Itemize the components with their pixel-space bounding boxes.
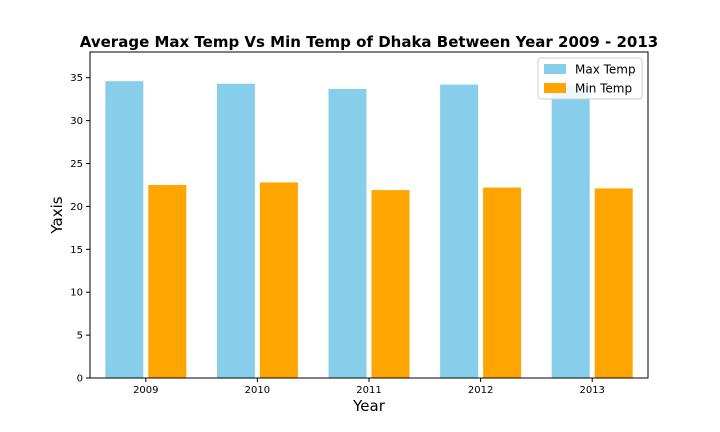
bar-max-temp	[440, 84, 479, 378]
bar-max-temp	[216, 83, 255, 379]
bar-min-temp	[371, 190, 410, 378]
bar-max-temp	[105, 81, 144, 378]
bar-max-temp	[328, 88, 367, 379]
y-tick-label: 20	[70, 202, 83, 213]
legend-label: Max Temp	[575, 63, 636, 77]
bar-min-temp	[594, 188, 633, 378]
bar-min-temp	[148, 184, 187, 378]
y-tick-label: 15	[70, 245, 83, 256]
y-tick-label: 30	[70, 116, 83, 127]
y-axis: 0 5 10 15 20 25 30 35	[70, 73, 90, 385]
y-tick-label: 25	[70, 159, 83, 170]
y-axis-title: Yaxis	[48, 196, 66, 234]
legend: Max Temp Min Temp	[537, 57, 643, 100]
bar-min-temp	[259, 182, 298, 378]
legend-swatch	[544, 83, 566, 93]
x-tick-label: 2009	[133, 385, 158, 396]
chart-title: Average Max Temp Vs Min Temp of Dhaka Be…	[80, 33, 658, 51]
y-tick-label: 5	[77, 331, 83, 342]
x-tick-label: 2013	[579, 385, 604, 396]
y-tick-label: 0	[77, 374, 83, 385]
x-tick-label: 2010	[245, 385, 270, 396]
y-tick-label: 10	[70, 288, 83, 299]
legend-swatch	[544, 64, 566, 74]
legend-label: Min Temp	[575, 82, 632, 96]
x-tick-label: 2011	[356, 385, 381, 396]
bar-min-temp	[483, 187, 522, 378]
y-tick-label: 35	[70, 73, 83, 84]
bars-layer	[105, 81, 633, 379]
x-axis: 2009 2010 2011 2012 2013	[133, 378, 605, 396]
bar-max-temp	[551, 85, 590, 379]
x-tick-label: 2012	[468, 385, 493, 396]
x-axis-title: Year	[352, 397, 386, 415]
